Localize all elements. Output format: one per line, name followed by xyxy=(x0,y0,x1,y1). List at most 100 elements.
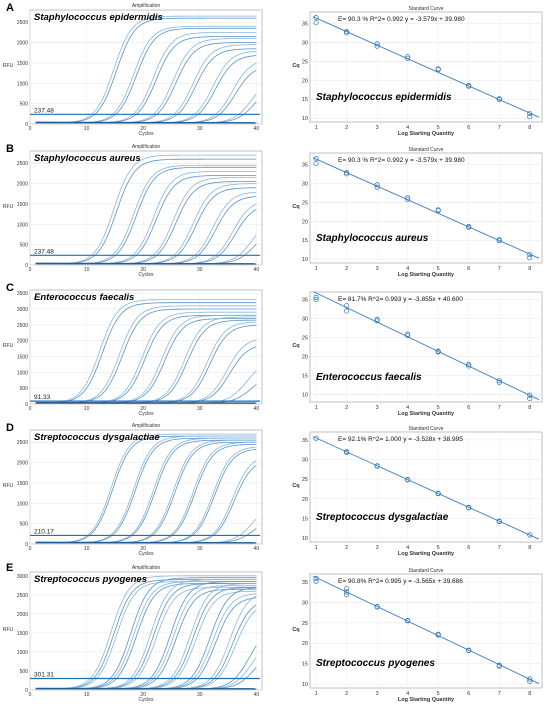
data-point xyxy=(313,20,319,26)
y-tick-label: 0 xyxy=(25,263,28,269)
x-axis-label: Log Starting Quantity xyxy=(398,131,455,136)
x-tick-label: 5 xyxy=(437,691,440,697)
x-tick-label: 10 xyxy=(84,692,90,698)
equation-label: E= 81.7% R^2= 0.993 y = -3.855x + 40.600 xyxy=(338,296,463,303)
data-point xyxy=(405,54,411,60)
x-tick-label: 4 xyxy=(406,405,409,411)
data-point xyxy=(466,224,472,230)
x-tick-label: 4 xyxy=(406,125,409,131)
y-tick-label: 3000 xyxy=(17,574,28,580)
data-point xyxy=(374,463,380,469)
x-tick-label: 6 xyxy=(467,266,470,272)
data-point xyxy=(344,586,350,592)
x-tick-label: 6 xyxy=(467,545,470,551)
amplification-curve xyxy=(35,302,257,404)
threshold-label: 237.48 xyxy=(34,248,54,255)
standard-curve-panel-a: Standard Curve 10 15 20 25 30 35 1 2 3 4 5 6 7 8 Log St… xyxy=(290,4,548,136)
species-label: Staphylococcus epidermidis xyxy=(34,12,163,23)
y-tick-label: 30 xyxy=(302,181,308,187)
data-point xyxy=(527,678,533,685)
x-tick-label: 40 xyxy=(254,267,260,273)
species-label: Streptococcus pyogenes xyxy=(316,658,435,669)
chart-title: Standard Curve xyxy=(408,6,443,12)
y-tick-label: 15 xyxy=(302,662,308,668)
species-label: Staphylococcus aureus xyxy=(34,153,141,164)
x-tick-label: 3 xyxy=(376,691,379,697)
x-tick-label: 4 xyxy=(406,691,409,697)
x-tick-label: 7 xyxy=(498,266,501,272)
y-tick-label: 30 xyxy=(302,458,308,464)
x-tick-label: 30 xyxy=(197,267,203,273)
data-point xyxy=(405,333,411,339)
x-tick-label: 40 xyxy=(254,406,260,412)
data-point xyxy=(496,519,502,525)
species-label: Staphylococcus aureus xyxy=(316,233,429,244)
y-tick-label: 35 xyxy=(302,580,308,586)
y-tick-label: 500 xyxy=(20,386,29,392)
plot-area xyxy=(29,429,263,545)
x-tick-label: 10 xyxy=(84,546,90,552)
panel-label-b: B xyxy=(6,143,14,155)
chart-title: Amplification xyxy=(132,423,161,429)
threshold-label: 91.33 xyxy=(34,394,51,401)
data-point xyxy=(344,449,350,455)
y-axis-label: Cq xyxy=(292,204,299,210)
y-tick-label: 20 xyxy=(302,497,308,503)
x-tick-label: 6 xyxy=(467,125,470,131)
y-tick-label: 15 xyxy=(302,373,308,379)
standard-curve-panel-e: Standard Curve 10 15 20 25 30 35 1 2 3 4 5 6 7 8 Log St… xyxy=(290,566,548,702)
x-tick-label: 1 xyxy=(315,405,318,411)
y-tick-label: 35 xyxy=(302,162,308,168)
equation-label: E= 92.1% R^2= 1.000 y = -3.528x + 38.995 xyxy=(338,436,463,443)
chart-title: Amplification xyxy=(132,144,161,150)
x-tick-label: 0 xyxy=(29,692,32,698)
x-axis-label: Log Starting Quantity xyxy=(398,551,455,556)
y-tick-label: 10 xyxy=(302,392,308,398)
y-tick-label: 15 xyxy=(302,97,308,103)
x-tick-label: 7 xyxy=(498,405,501,411)
y-axis-label: Cq xyxy=(292,483,299,489)
data-point xyxy=(466,361,472,367)
data-point xyxy=(527,252,533,258)
x-tick-label: 5 xyxy=(437,266,440,272)
data-point xyxy=(344,308,350,314)
x-tick-label: 2 xyxy=(345,405,348,411)
data-point xyxy=(313,15,319,21)
x-tick-label: 8 xyxy=(528,545,531,551)
x-tick-label: 2 xyxy=(345,125,348,131)
data-point xyxy=(374,184,380,190)
y-tick-label: 10 xyxy=(302,536,308,542)
y-axis-label: Cq xyxy=(292,627,299,633)
x-tick-label: 2 xyxy=(345,545,348,551)
x-tick-label: 3 xyxy=(376,266,379,272)
panel-label-d: D xyxy=(6,422,14,434)
plot-area xyxy=(29,150,263,266)
y-tick-label: 35 xyxy=(302,21,308,27)
y-tick-label: 2000 xyxy=(17,182,28,188)
data-point xyxy=(496,663,502,669)
standard-curve-panel-c: 10 15 20 25 30 35 1 2 3 4 5 6 7 8 Log Starting Quantit… xyxy=(290,284,548,416)
x-tick-label: 3 xyxy=(376,405,379,411)
y-tick-label: 2000 xyxy=(17,461,28,467)
data-point xyxy=(405,195,411,201)
x-tick-label: 7 xyxy=(498,545,501,551)
x-tick-label: 30 xyxy=(197,546,203,552)
x-tick-label: 20 xyxy=(140,692,146,698)
y-tick-label: 1000 xyxy=(17,81,28,87)
species-label: Enterococcus faecalis xyxy=(34,292,134,303)
y-tick-label: 10 xyxy=(302,257,308,263)
amplification-panel-d: Amplification 0 500 1000 1500 2000 2500 0 10 20 30… xyxy=(0,420,268,556)
x-tick-label: 10 xyxy=(84,406,90,412)
y-tick-label: 1500 xyxy=(17,355,28,361)
y-tick-label: 0 xyxy=(25,688,28,694)
threshold-label: 237.48 xyxy=(34,107,54,114)
data-point xyxy=(496,238,502,244)
y-tick-label: 1500 xyxy=(17,481,28,487)
data-point xyxy=(344,303,350,309)
data-point xyxy=(374,316,380,322)
data-point xyxy=(313,156,319,162)
equation-label: E= 90.3 % R^2= 0.992 y = -3.579x + 39.98… xyxy=(338,16,465,23)
x-tick-label: 30 xyxy=(197,406,203,412)
data-point xyxy=(374,43,380,49)
y-tick-label: 2500 xyxy=(17,323,28,329)
